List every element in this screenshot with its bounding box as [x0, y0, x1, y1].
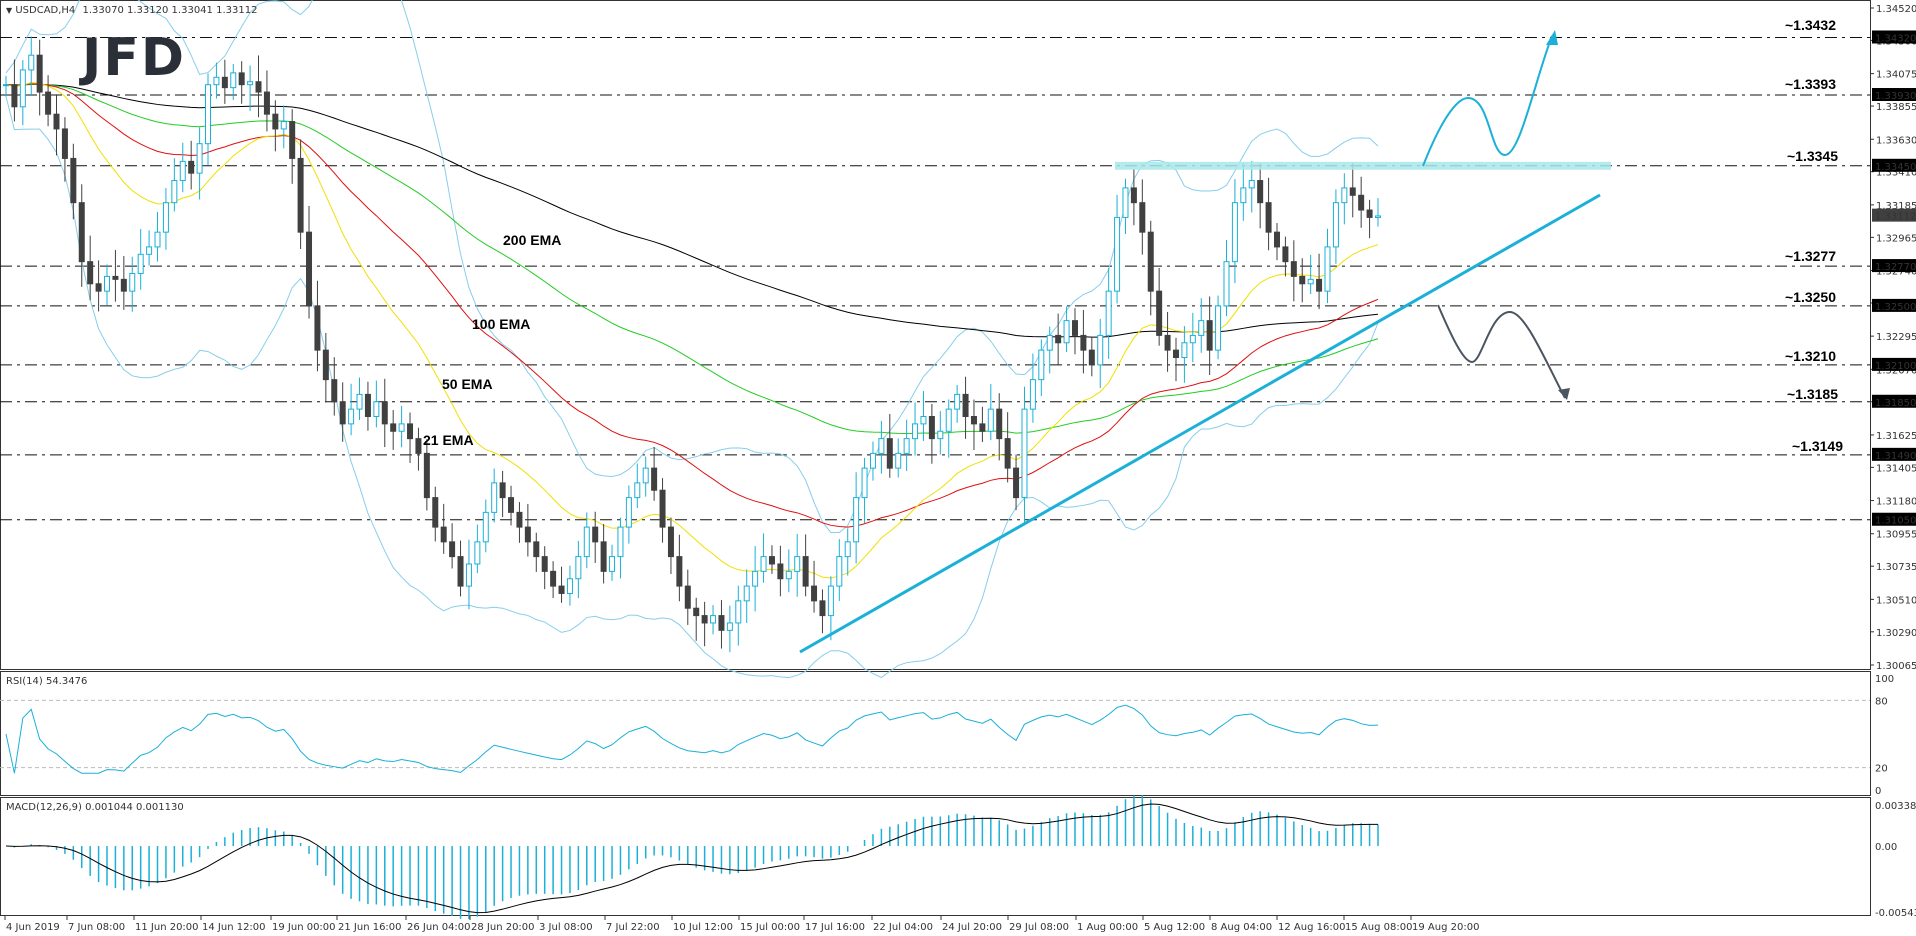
svg-text:80: 80: [1875, 696, 1888, 707]
level-label-13250: ~1.3250: [1785, 289, 1836, 305]
ema-200-label: 200 EMA: [503, 232, 562, 248]
candlesticks: [3, 36, 1381, 653]
level-label-13149: ~1.3149: [1792, 438, 1843, 454]
svg-text:-0.005438: -0.005438: [1875, 908, 1916, 919]
svg-text:1 Aug 00:00: 1 Aug 00:00: [1077, 922, 1138, 933]
svg-text:29 Jul 08:00: 29 Jul 08:00: [1009, 922, 1069, 933]
svg-text:4 Jun 2019: 4 Jun 2019: [6, 922, 60, 933]
ema-50-label: 50 EMA: [442, 376, 493, 392]
svg-text:1.33185: 1.33185: [1876, 201, 1916, 212]
svg-text:14 Jun 12:00: 14 Jun 12:00: [202, 922, 266, 933]
svg-text:19 Jun 00:00: 19 Jun 00:00: [272, 922, 336, 933]
svg-text:1.33630: 1.33630: [1876, 135, 1916, 146]
svg-text:1.32500: 1.32500: [1875, 302, 1916, 313]
macd-title: MACD(12,26,9) 0.001044 0.001130: [6, 802, 184, 813]
svg-text:1.31050: 1.31050: [1875, 516, 1916, 527]
svg-text:1.30735: 1.30735: [1876, 562, 1916, 573]
symbol-header: ▼ USDCAD,H4 1.33070 1.33120 1.33041 1.33…: [6, 5, 257, 16]
svg-text:17 Jul 16:00: 17 Jul 16:00: [805, 922, 865, 933]
svg-text:1.32295: 1.32295: [1876, 332, 1916, 343]
svg-text:3 Jul 08:00: 3 Jul 08:00: [539, 922, 593, 933]
svg-text:1.34520: 1.34520: [1876, 4, 1916, 15]
svg-text:0: 0: [1875, 786, 1881, 797]
drawings: [799, 30, 1611, 654]
svg-text:1.34320: 1.34320: [1875, 33, 1916, 44]
jfd-logo: JFD: [82, 28, 187, 88]
svg-text:1.32770: 1.32770: [1875, 262, 1916, 273]
svg-text:1.32100: 1.32100: [1875, 361, 1916, 372]
bollinger-bands: [5, 0, 1379, 679]
macd-panel: 0.003384 0.00 -0.005438: [5, 795, 1916, 919]
level-label-13277: ~1.3277: [1785, 248, 1836, 264]
svg-text:12 Aug 16:00: 12 Aug 16:00: [1278, 922, 1345, 933]
svg-text:1.31850: 1.31850: [1875, 398, 1916, 409]
horizontal-levels: [0, 36, 1870, 521]
svg-text:21 Jun 16:00: 21 Jun 16:00: [338, 922, 402, 933]
ohlc-values: 1.33070 1.33120 1.33041 1.33112: [82, 5, 258, 16]
price-axis[interactable]: 1.345201.343001.340751.338551.336301.334…: [1870, 4, 1916, 672]
svg-text:20: 20: [1875, 764, 1888, 775]
dropdown-triangle-icon[interactable]: ▼: [6, 6, 13, 15]
panel-frames: [0, 0, 1871, 916]
ema-100-label: 100 EMA: [472, 316, 531, 332]
svg-text:15 Jul 00:00: 15 Jul 00:00: [740, 922, 800, 933]
svg-text:100: 100: [1875, 674, 1894, 685]
ema-21-label: 21 EMA: [423, 432, 474, 448]
svg-text:1.30065: 1.30065: [1876, 661, 1916, 672]
svg-text:1.30510: 1.30510: [1876, 595, 1916, 606]
symbol-info: USDCAD,H4: [15, 5, 76, 16]
svg-text:1.32965: 1.32965: [1876, 233, 1916, 244]
svg-text:28 Jun 20:00: 28 Jun 20:00: [471, 922, 535, 933]
svg-text:26 Jun 04:00: 26 Jun 04:00: [407, 922, 471, 933]
svg-text:1.30290: 1.30290: [1876, 628, 1916, 639]
svg-text:11 Jun 20:00: 11 Jun 20:00: [135, 922, 199, 933]
svg-text:1.34075: 1.34075: [1876, 70, 1916, 81]
level-label-13210: ~1.3210: [1785, 348, 1836, 364]
svg-text:1.33112: 1.33112: [1875, 212, 1916, 223]
svg-text:1.31625: 1.31625: [1876, 431, 1916, 442]
svg-text:1.33930: 1.33930: [1875, 91, 1916, 102]
rsi-title: RSI(14) 54.3476: [6, 676, 88, 687]
svg-text:7 Jun 08:00: 7 Jun 08:00: [68, 922, 125, 933]
svg-text:19 Aug 20:00: 19 Aug 20:00: [1412, 922, 1479, 933]
level-label-13432: ~1.3432: [1785, 17, 1836, 33]
svg-text:1.31180: 1.31180: [1876, 497, 1916, 508]
svg-text:0.003384: 0.003384: [1875, 801, 1916, 812]
svg-text:1.33450: 1.33450: [1875, 162, 1916, 173]
level-label-13185: ~1.3185: [1787, 386, 1838, 402]
svg-text:24 Jul 20:00: 24 Jul 20:00: [942, 922, 1002, 933]
svg-text:15 Aug 08:00: 15 Aug 08:00: [1345, 922, 1412, 933]
svg-text:10 Jul 12:00: 10 Jul 12:00: [673, 922, 733, 933]
svg-text:1.31490: 1.31490: [1875, 451, 1916, 462]
svg-text:8 Aug 04:00: 8 Aug 04:00: [1211, 922, 1272, 933]
svg-text:1.33855: 1.33855: [1876, 102, 1916, 113]
svg-text:1.30955: 1.30955: [1876, 530, 1916, 541]
time-axis[interactable]: 4 Jun 2019 7 Jun 08:00 11 Jun 20:00 14 Jun …: [4, 916, 1479, 933]
svg-text:0.00: 0.00: [1875, 842, 1897, 853]
svg-text:7 Jul 22:00: 7 Jul 22:00: [606, 922, 660, 933]
level-label-13345: ~1.3345: [1787, 148, 1838, 164]
svg-text:1.31405: 1.31405: [1876, 463, 1916, 474]
level-label-13393: ~1.3393: [1785, 76, 1836, 92]
ema-lines: [5, 81, 1379, 579]
svg-text:22 Jul 04:00: 22 Jul 04:00: [873, 922, 933, 933]
svg-text:5 Aug 12:00: 5 Aug 12:00: [1144, 922, 1205, 933]
rsi-panel: 100 80 20 0: [0, 674, 1894, 797]
svg-text:1.33410: 1.33410: [1876, 168, 1916, 179]
